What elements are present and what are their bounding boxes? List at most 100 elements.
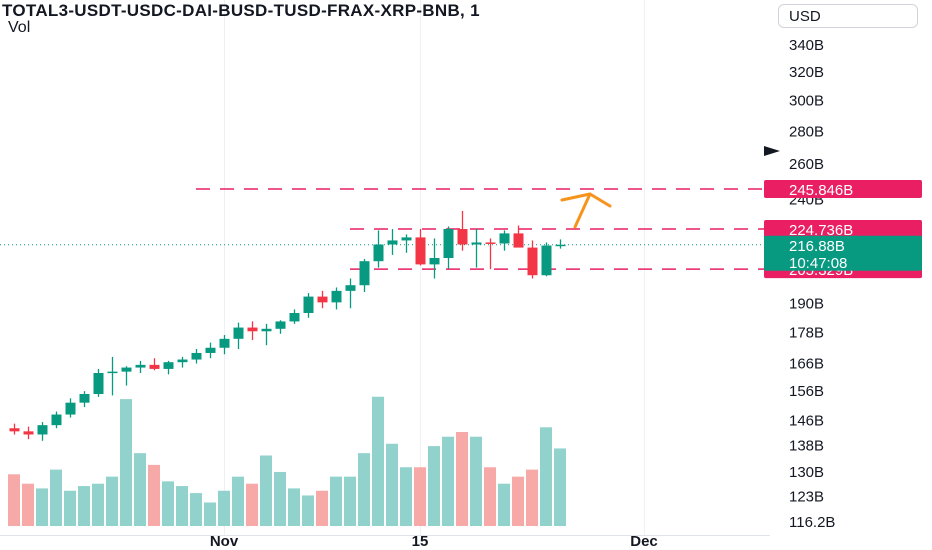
candle-body	[429, 258, 440, 265]
candle-body	[317, 296, 328, 303]
volume-bar	[386, 443, 398, 526]
time-tick-label: Dec	[630, 533, 658, 550]
price-axis[interactable]: 340B320B300B280B260B240B190B178B166B156B…	[764, 37, 835, 531]
time-axis[interactable]: Nov 15 Dec	[210, 533, 658, 550]
candle-body	[387, 240, 398, 245]
volume-bar	[554, 448, 566, 526]
volume-bar	[414, 467, 426, 526]
volume-bar	[428, 446, 440, 526]
candle-body	[247, 327, 258, 332]
volume-bar	[106, 476, 118, 526]
last-price-tag-text: 216.88B	[789, 238, 845, 255]
price-tick-label: 146B	[789, 413, 824, 430]
candle-body	[107, 371, 118, 374]
volume-bar	[232, 476, 244, 526]
arrow-head	[560, 192, 592, 202]
price-tick-label: 320B	[789, 64, 824, 81]
volume-bar	[358, 453, 370, 526]
candle-body	[51, 414, 62, 426]
candle-body	[345, 285, 356, 291]
candle-body	[555, 244, 566, 247]
time-tick-label: Nov	[210, 533, 239, 550]
volume-bar	[484, 467, 496, 526]
currency-button[interactable]: USD	[778, 4, 918, 28]
volume-bar	[274, 471, 286, 526]
volume-bar	[148, 464, 160, 526]
volume-bar	[302, 495, 314, 526]
candle-body	[135, 364, 146, 368]
candle-body	[303, 296, 314, 313]
candle-body	[79, 393, 90, 403]
last-price-tag-box	[764, 235, 922, 271]
volume-bar	[176, 486, 188, 526]
candle-body	[485, 242, 496, 244]
price-tick-label: 123B	[789, 489, 824, 506]
volume-bar	[456, 432, 468, 526]
arrow-line	[573, 192, 612, 229]
candle-body	[121, 367, 132, 372]
grid	[0, 0, 770, 536]
level-tag-text: 224.736B	[789, 222, 853, 239]
price-tick-label: 260B	[789, 156, 824, 173]
volume-bar	[8, 474, 20, 526]
candle-body	[527, 247, 538, 276]
price-tick-label: 156B	[789, 383, 824, 400]
candle-body	[275, 321, 286, 329]
last-price-tag-text: 10:47:08	[789, 255, 847, 272]
volume-bar	[246, 483, 258, 526]
volume-bar	[288, 488, 300, 526]
price-tick-label: 178B	[789, 325, 824, 342]
volume-bar	[540, 427, 552, 526]
volume-bar	[22, 483, 34, 526]
horizontal-levels[interactable]	[0, 188, 770, 270]
volume-bar	[526, 469, 538, 526]
volume-bar	[92, 483, 104, 526]
candle-body	[9, 428, 20, 432]
price-tick-label: 130B	[789, 464, 824, 481]
candle-body	[37, 425, 48, 435]
price-tick-label: 300B	[789, 93, 824, 110]
scroll-right-icon	[764, 146, 780, 156]
volume-label: Vol	[8, 19, 31, 36]
volume-bar	[512, 476, 524, 526]
candle-body	[331, 290, 342, 303]
candle-body	[219, 338, 230, 348]
volume-bar	[372, 396, 384, 526]
level-tag-box	[764, 180, 922, 199]
candles	[9, 210, 566, 441]
candle-body	[513, 233, 524, 248]
candle-body	[401, 237, 412, 241]
price-tick-label: 138B	[789, 438, 824, 455]
price-tick-label: 116.2B	[789, 514, 835, 531]
volume-bars	[8, 396, 566, 526]
candle-body	[289, 312, 300, 322]
candle-body	[177, 359, 188, 363]
candle-body	[233, 327, 244, 339]
candle-body	[415, 237, 426, 265]
candle-body	[443, 229, 454, 259]
candle-body	[499, 233, 510, 244]
drawing-arrow[interactable]	[560, 192, 612, 229]
volume-bar	[316, 490, 328, 526]
volume-bar	[442, 436, 454, 526]
symbol-title[interactable]: TOTAL3-USDT-USDC-DAI-BUSD-TUSD-FRAX-XRP-…	[2, 1, 480, 20]
volume-bar	[120, 399, 132, 526]
candle-body	[23, 431, 34, 435]
volume-bar	[162, 481, 174, 526]
candle-body	[93, 373, 104, 394]
volume-bar	[190, 493, 202, 526]
volume-bar	[64, 490, 76, 526]
candle-body	[261, 328, 272, 332]
volume-bar	[134, 453, 146, 526]
level-tag-text: 245.846B	[789, 182, 853, 199]
volume-bar	[36, 488, 48, 526]
candle-body	[149, 364, 160, 369]
level-tag: 245.846B	[764, 180, 922, 199]
volume-bar	[400, 467, 412, 526]
candle-body	[471, 242, 482, 245]
volume-bar	[50, 469, 62, 526]
price-tick-label: 340B	[789, 37, 824, 54]
